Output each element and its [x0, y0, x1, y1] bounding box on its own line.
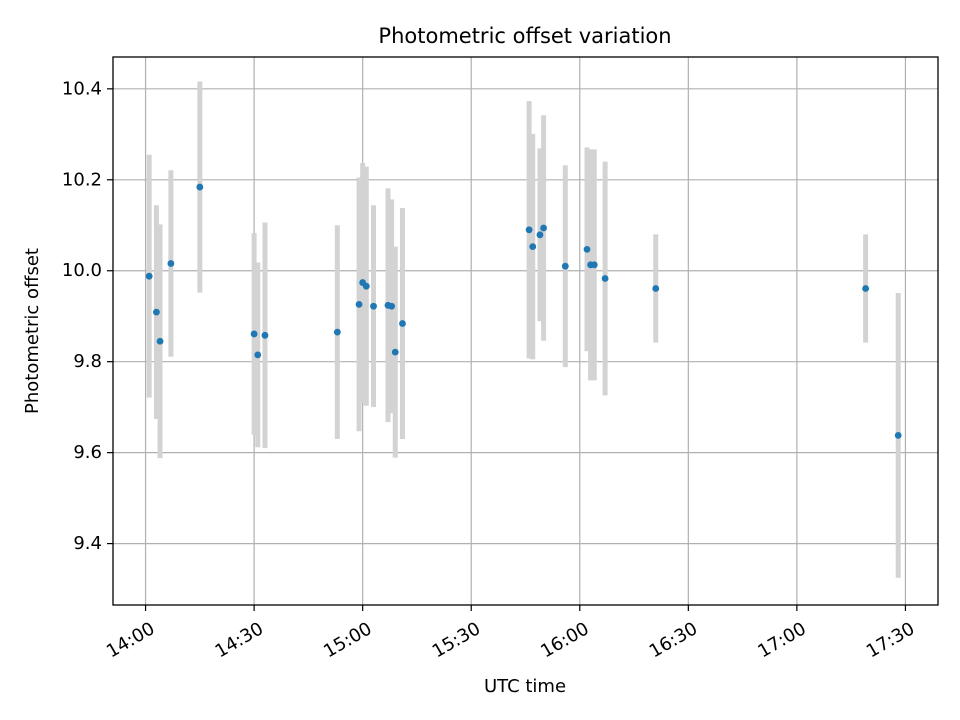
- data-point: [601, 275, 609, 282]
- data-point: [525, 226, 533, 234]
- chart-title: Photometric offset variation: [378, 24, 671, 48]
- data-point: [583, 245, 591, 253]
- data-point: [333, 328, 341, 336]
- data-point: [196, 183, 204, 191]
- y-tick-label: 10.4: [62, 78, 102, 99]
- data-point: [536, 231, 544, 239]
- data-point: [153, 308, 160, 316]
- data-points: [145, 183, 902, 439]
- data-point: [145, 272, 153, 280]
- data-point: [652, 285, 660, 292]
- data-point: [862, 285, 870, 292]
- data-point: [156, 337, 164, 345]
- y-axis-title: Photometric offset: [22, 248, 43, 414]
- x-axis-title: UTC time: [484, 676, 566, 697]
- data-point: [167, 260, 175, 267]
- y-tick-label: 10.0: [62, 260, 102, 281]
- grid: [113, 57, 938, 605]
- data-point: [399, 320, 406, 327]
- data-point: [894, 431, 902, 439]
- data-point: [388, 302, 396, 310]
- data-point: [250, 330, 258, 338]
- data-point: [391, 348, 399, 356]
- y-tick-label: 10.2: [62, 169, 102, 190]
- data-point: [261, 331, 269, 339]
- data-point: [561, 262, 569, 270]
- y-tick-label: 9.6: [73, 442, 102, 463]
- data-point: [590, 261, 598, 269]
- data-point: [370, 302, 377, 310]
- data-point: [540, 224, 547, 232]
- plot-frame: [112, 56, 939, 606]
- y-tick-label: 9.4: [73, 533, 102, 554]
- data-point: [362, 282, 370, 290]
- data-point: [254, 351, 262, 359]
- data-point: [529, 243, 537, 251]
- y-tick-label: 9.8: [73, 351, 102, 372]
- data-point: [355, 300, 363, 308]
